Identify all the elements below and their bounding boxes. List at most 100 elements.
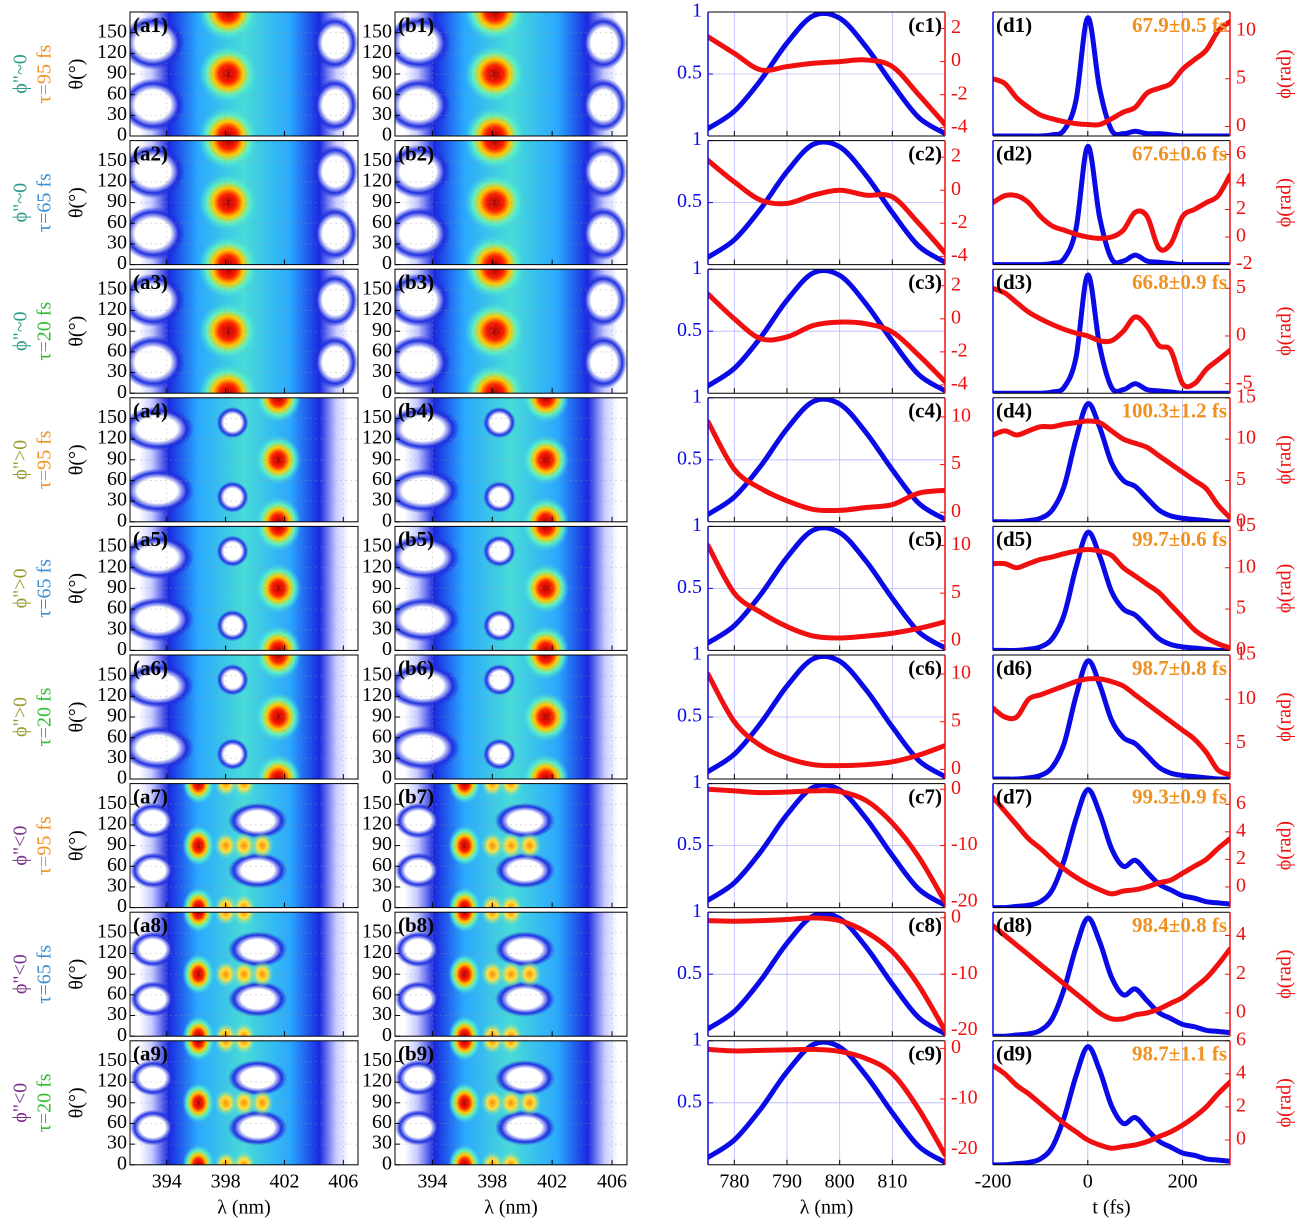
panel-frame	[129, 1040, 359, 1166]
y-tick-label: 0.5	[677, 576, 702, 598]
x-tick-label: 780	[719, 1170, 749, 1192]
y-tick-label: 0.5	[677, 62, 702, 84]
panel-frame	[129, 268, 359, 394]
y2-tick-label: 5	[1236, 597, 1246, 619]
plot-area	[993, 915, 1230, 1037]
y-tick-label: 90	[107, 1090, 127, 1112]
y-tick-label: 150	[362, 792, 392, 814]
y-tick-label: 0.5	[677, 190, 702, 212]
heatmap-peak	[198, 269, 258, 299]
heatmap-spot	[480, 960, 505, 988]
y2-tick-label: 10	[1236, 19, 1256, 41]
data-line	[708, 34, 945, 127]
heatmap-spot	[214, 832, 238, 859]
y-tick-label: 1	[692, 257, 702, 279]
heatmap-spot	[232, 960, 256, 988]
x-axis-label: t (fs)	[1092, 1196, 1130, 1218]
heatmap-hole	[395, 725, 460, 771]
heatmap-spot	[232, 783, 256, 797]
heatmap-peak	[198, 106, 258, 136]
y-tick-label: 90	[107, 319, 127, 341]
x-tick-label: 394	[152, 1170, 182, 1192]
heatmap	[130, 526, 358, 651]
y-tick-label: 120	[97, 555, 127, 577]
y-tick-label: 120	[97, 298, 127, 320]
plot-area	[993, 529, 1230, 651]
heatmap-spot	[499, 1022, 523, 1037]
y2-tick-label: 0	[951, 49, 961, 71]
heatmap-hole	[494, 852, 556, 889]
plot-area	[708, 140, 945, 265]
y2-tick-label: 10	[951, 404, 971, 426]
heatmap-spot	[232, 1089, 256, 1117]
data-line	[708, 140, 945, 265]
y2-axis-label: ϕ(rad)	[1274, 821, 1296, 870]
x-axis-label: λ (nm)	[800, 1196, 854, 1218]
row-phi: ϕ"<0	[10, 954, 32, 994]
y2-tick-label: 0	[1236, 1001, 1246, 1023]
row-phi: ϕ"~0	[10, 183, 32, 223]
y-tick-label: 0	[117, 381, 127, 403]
panel-label: (c2)	[908, 141, 942, 165]
data-line	[993, 923, 1230, 1022]
row-tau: τ=20 fs	[34, 687, 56, 746]
annotation: 99.7±0.6 fs	[1132, 527, 1227, 551]
heatmap-peak	[182, 1082, 215, 1123]
heatmap-peak	[198, 302, 258, 361]
y-tick-label: 90	[107, 62, 127, 84]
y-tick-label: 0	[382, 252, 392, 274]
y-tick-label: 0.5	[677, 1090, 702, 1112]
heatmap-hole	[216, 609, 249, 642]
y2-tick-label: -5	[1236, 371, 1253, 393]
heatmap-spot	[232, 894, 256, 908]
heatmap-hole	[130, 1109, 176, 1146]
panel-label: (c3)	[908, 270, 942, 294]
heatmap-hole	[483, 406, 516, 439]
data-line	[993, 19, 1230, 128]
y2-tick-label: 4	[1236, 819, 1246, 841]
y2-tick-label: -4	[951, 115, 968, 137]
panel-frame	[129, 525, 359, 651]
y-tick-label: 0	[382, 1152, 392, 1174]
plot-area	[708, 526, 945, 651]
y-tick-label: 0	[117, 252, 127, 274]
y2-tick-label: 0	[1236, 638, 1246, 660]
y-tick-label: 60	[107, 982, 127, 1004]
y2-axis-label: ϕ(rad)	[1274, 49, 1296, 98]
y2-tick-label: -2	[951, 211, 968, 233]
heatmap-spot	[499, 783, 523, 797]
heatmap-spot	[480, 1089, 505, 1117]
y2-axis-label: ϕ(rad)	[1274, 435, 1296, 484]
y2-tick-label: 2	[951, 145, 961, 167]
heatmap-hole	[494, 981, 556, 1017]
panel-frame	[394, 397, 628, 523]
heatmap-hole	[130, 802, 176, 839]
y-tick-label: 0.5	[677, 705, 702, 727]
y-tick-label: 150	[362, 535, 392, 557]
heatmap-peak	[522, 625, 569, 651]
x-axis-label: λ (nm)	[484, 1196, 538, 1218]
panel-label: (c9)	[908, 1042, 942, 1066]
heatmap-peak	[464, 302, 525, 361]
y-axis-label: θ(°)	[66, 59, 88, 90]
data-line	[708, 157, 945, 256]
heatmap-peak	[464, 235, 525, 265]
row-phi: ϕ"~0	[10, 311, 32, 351]
heatmap-hole	[130, 335, 185, 389]
panel-label: (b4)	[398, 399, 434, 423]
y-tick-label: 90	[372, 190, 392, 212]
plot-area	[993, 787, 1230, 908]
heatmap-spot	[480, 832, 505, 859]
heatmap-hole	[130, 725, 194, 771]
heatmap	[130, 1040, 358, 1165]
y-tick-label: 60	[107, 854, 127, 876]
heatmap-hole	[228, 852, 288, 889]
heatmap-peak	[448, 1040, 481, 1061]
data-line	[993, 787, 1230, 908]
y2-tick-label: -20	[951, 890, 978, 912]
heatmap	[130, 140, 358, 265]
y2-tick-label: 5	[1236, 468, 1246, 490]
heatmap-hole	[228, 802, 288, 839]
y-tick-label: 0	[117, 638, 127, 660]
y-axis-label: θ(°)	[66, 702, 88, 733]
